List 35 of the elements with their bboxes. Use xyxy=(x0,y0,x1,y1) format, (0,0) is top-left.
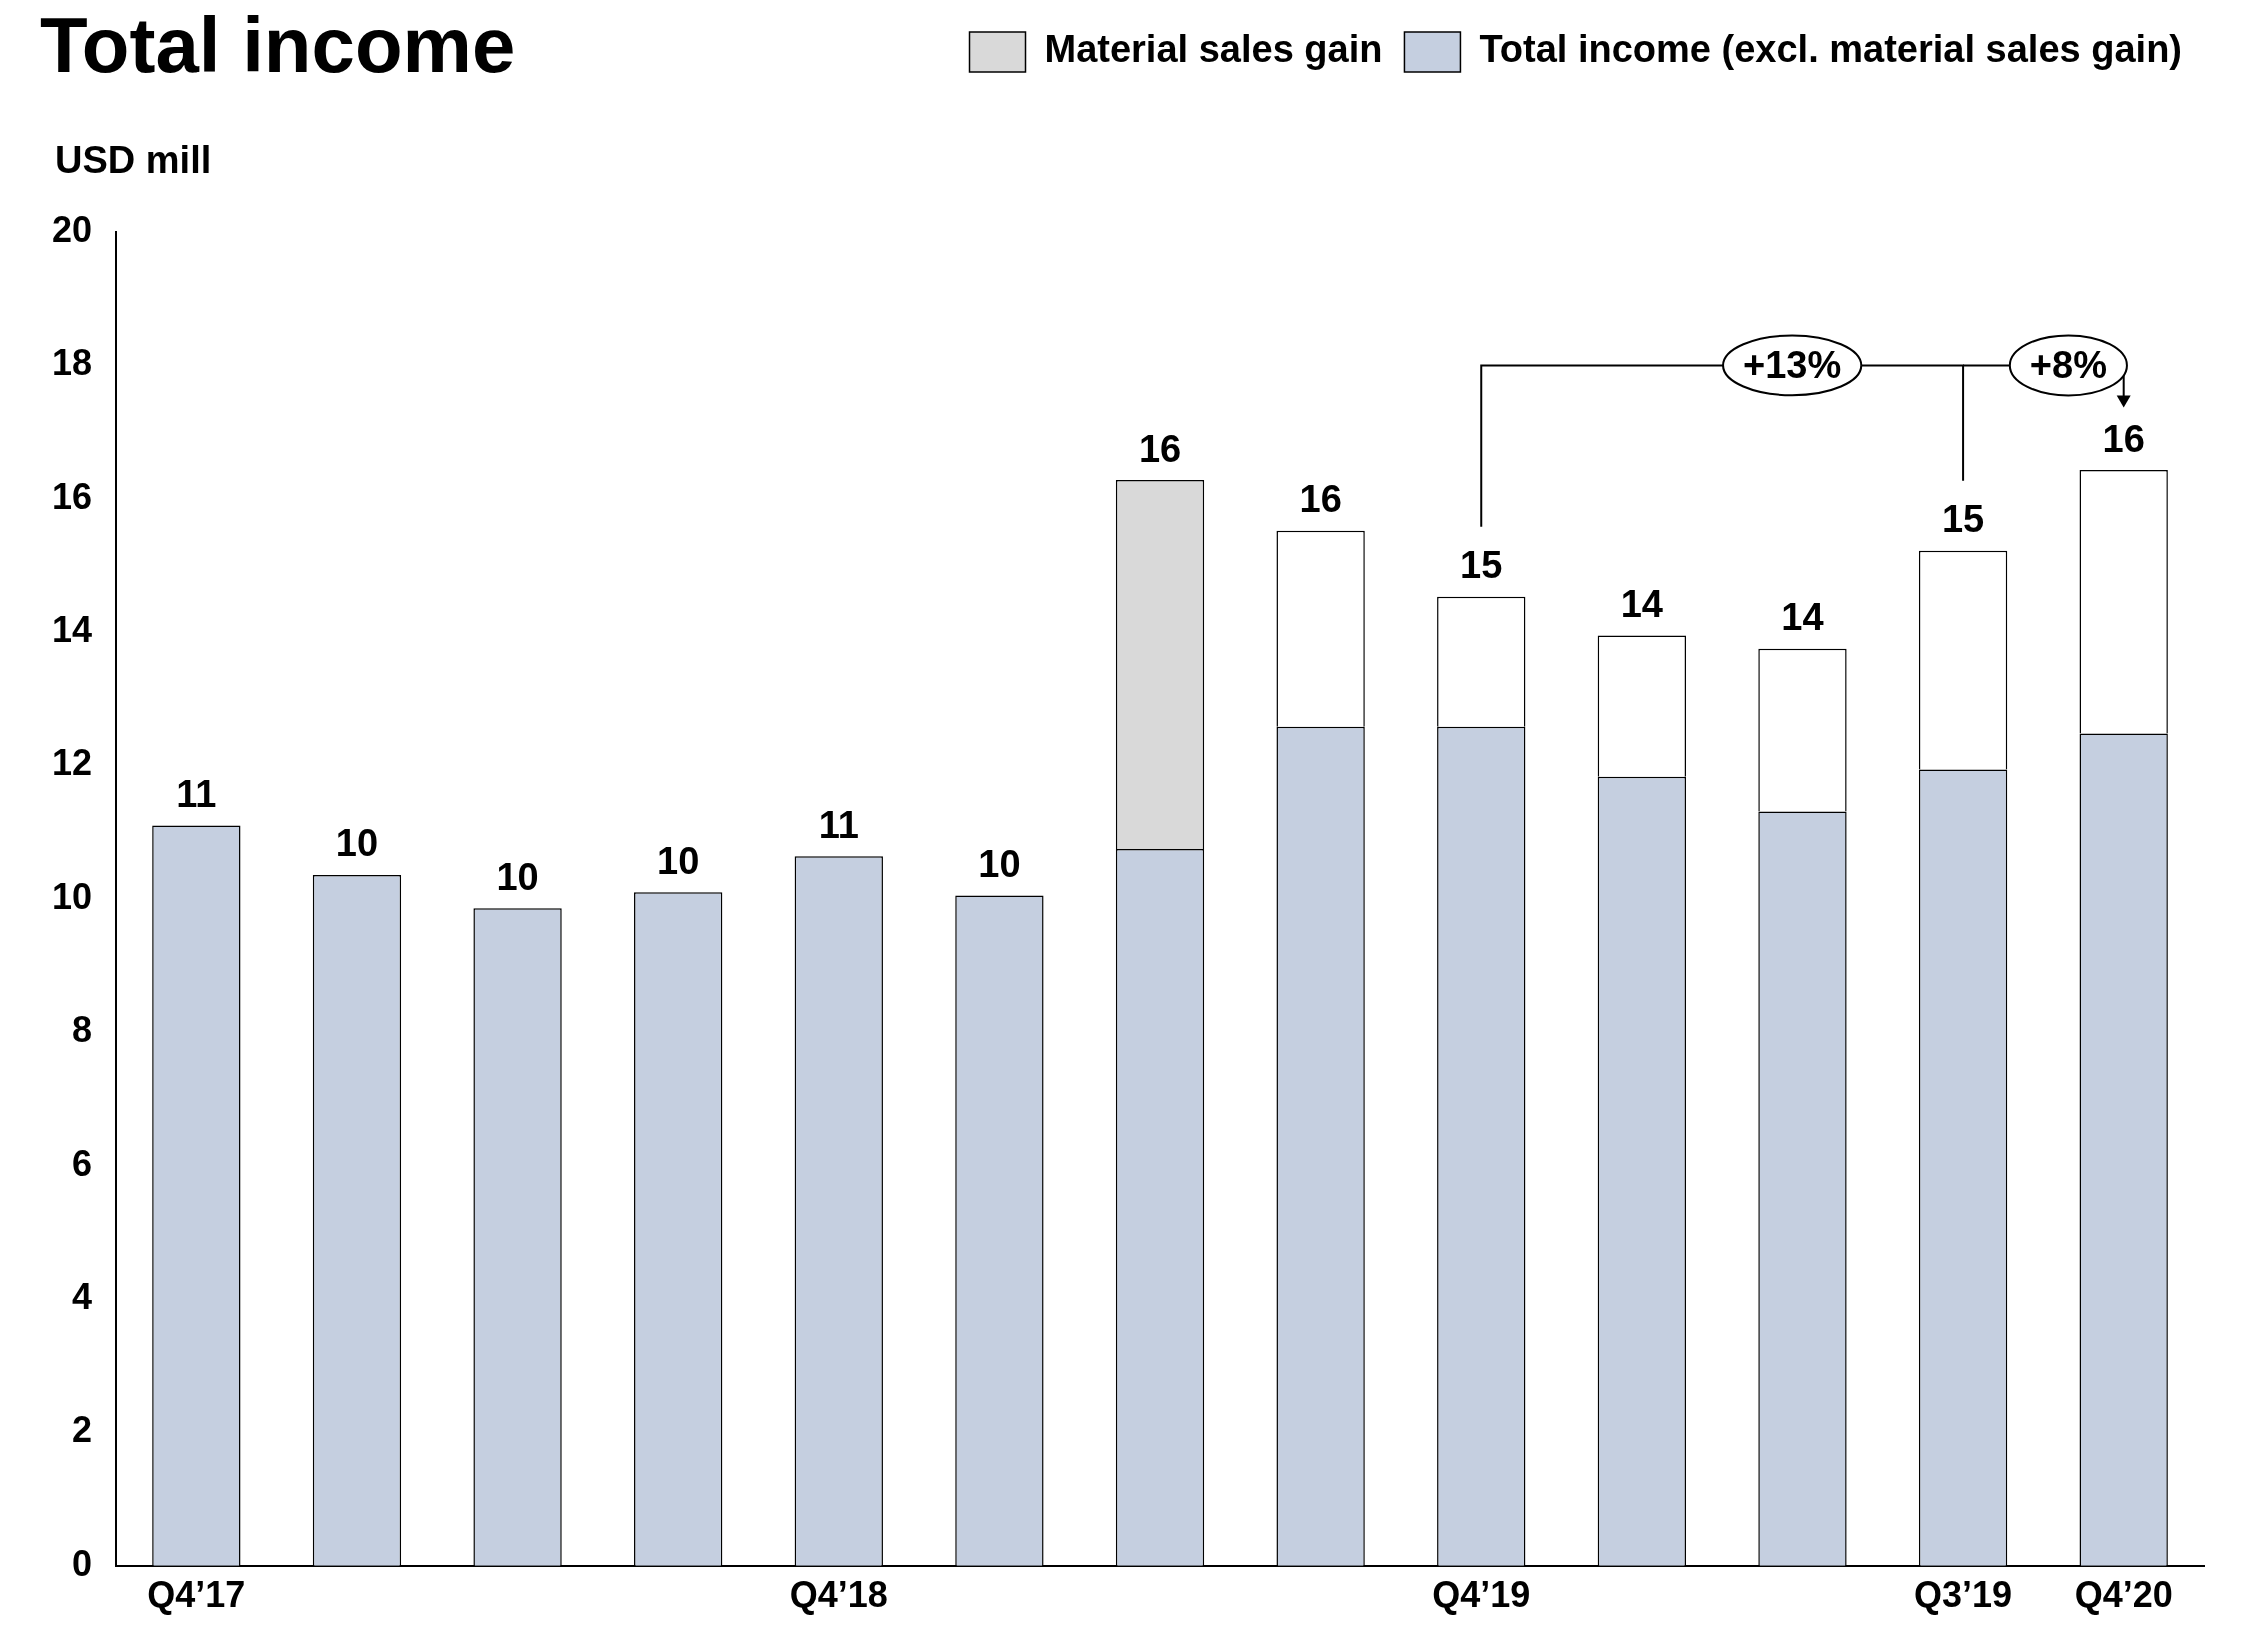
total-label: 16 xyxy=(2102,417,2145,460)
legend-label: Total income (excl. material sales gain) xyxy=(1479,28,2183,71)
x-tick-label: Q4’17 xyxy=(147,1574,246,1616)
total-label: 16 xyxy=(1138,427,1182,470)
total-label: 10 xyxy=(978,843,1021,886)
y-tick-label: 10 xyxy=(52,875,93,917)
y-tick-label: 0 xyxy=(72,1542,93,1584)
y-axis-title: USD mill xyxy=(55,139,212,182)
x-tick-label: Q4’18 xyxy=(789,1574,888,1616)
annotation: +13% xyxy=(1743,343,1842,386)
total-label: 10 xyxy=(335,822,379,865)
y-tick-label: 8 xyxy=(72,1009,93,1051)
total-label: 11 xyxy=(176,773,217,816)
total-label: 11 xyxy=(818,803,859,846)
x-tick-label: Q4’20 xyxy=(2074,1574,2173,1616)
total-label: 15 xyxy=(1941,498,1985,541)
y-tick-label: 14 xyxy=(52,609,93,651)
total-label: 10 xyxy=(657,839,700,882)
total-label: 14 xyxy=(1781,596,1824,639)
y-tick-label: 6 xyxy=(72,1142,93,1184)
y-tick-label: 16 xyxy=(52,475,93,517)
x-tick-label: Q3’19 xyxy=(1914,1574,2013,1616)
y-tick-label: 20 xyxy=(52,208,93,250)
chart-title: Total income xyxy=(40,0,516,91)
total-label: 10 xyxy=(496,855,539,898)
y-tick-label: 12 xyxy=(52,742,93,784)
total-label: 14 xyxy=(1620,582,1663,625)
y-tick-label: 4 xyxy=(72,1275,93,1317)
y-tick-label: 2 xyxy=(72,1409,93,1451)
x-tick-label: Q4’19 xyxy=(1432,1574,1531,1616)
y-tick-label: 18 xyxy=(52,342,93,384)
total-label: 15 xyxy=(1460,544,1503,587)
total-label: 16 xyxy=(1299,478,1342,521)
legend-label: Material sales gain xyxy=(1044,28,1383,71)
annotation: +8% xyxy=(2029,343,2107,386)
